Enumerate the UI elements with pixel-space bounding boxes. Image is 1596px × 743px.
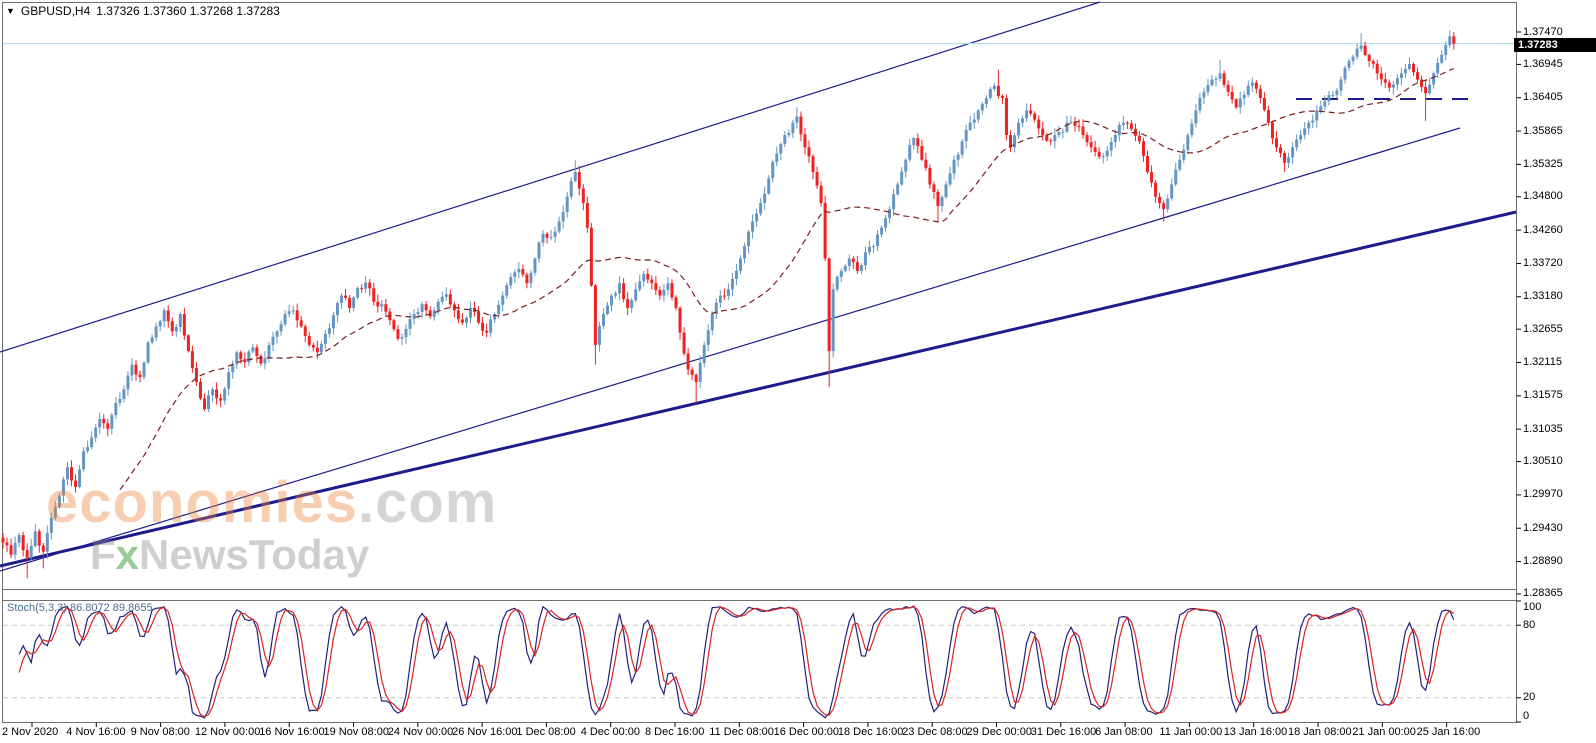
price-tick-label: 1.28890 [1523,555,1563,568]
current-price-tag: 1.37283 [1514,38,1596,52]
time-tick-label: 13 Jan 16:00 [1223,726,1288,738]
price-tick-label: 1.28365 [1523,587,1563,600]
symbol-dropdown-icon[interactable]: ▼ [6,6,15,16]
time-tick-label: 8 Dec 16:00 [645,726,705,738]
price-tick-label: 1.36945 [1523,57,1563,70]
price-tick-label: 1.35325 [1523,157,1563,170]
time-tick-label: 6 Jan 08:00 [1095,726,1153,738]
chart-title-bar: ▼ GBPUSD,H4 1.37326 1.37360 1.37268 1.37… [6,4,280,18]
time-tick-label: 18 Dec 16:00 [837,726,904,738]
stoch-tick-label: 100 [1523,600,1542,613]
price-tick-label: 1.34800 [1523,190,1563,203]
time-tick-label: 31 Dec 16:00 [1030,726,1097,738]
price-tick-label: 1.29970 [1523,488,1563,501]
price-tick-label: 1.33720 [1523,256,1563,269]
price-tick-label: 1.32655 [1523,322,1563,335]
time-tick-label: 25 Jan 16:00 [1416,726,1481,738]
stoch-tick-label: 80 [1523,618,1536,631]
stoch-indicator-label: Stoch(5,3,3) 86.8072 89.8655 [7,602,153,614]
panel-splitter[interactable] [0,590,1596,600]
time-tick-label: 9 Nov 08:00 [130,726,190,738]
time-tick-label: 26 Nov 16:00 [452,726,518,738]
price-tick-label: 1.35865 [1523,124,1563,137]
time-tick-label: 16 Dec 00:00 [773,726,840,738]
price-tick-label: 1.36405 [1523,91,1563,104]
time-tick-label: 1 Dec 08:00 [516,726,576,738]
price-tick-label: 1.31575 [1523,389,1563,402]
price-tick-label: 1.33180 [1523,290,1563,303]
time-tick-label: 12 Nov 00:00 [194,726,261,738]
price-tick-label: 1.29430 [1523,521,1563,534]
stoch-panel-area[interactable] [3,600,1516,723]
price-tick-label: 1.34260 [1523,223,1563,236]
price-tick-label: 1.30510 [1523,455,1563,468]
chart-symbol-title: GBPUSD,H4 [20,4,91,18]
time-tick-label: 24 Nov 00:00 [387,726,454,738]
time-tick-label: 23 Dec 08:00 [902,726,968,738]
price-tick-label: 1.32115 [1523,356,1562,368]
time-tick-label: 11 Dec 08:00 [709,726,774,738]
time-tick-label: 2 Nov 2020 [2,726,59,738]
main-chart-area[interactable] [3,2,1516,589]
time-tick-label: 11 Jan 00:00 [1159,726,1223,738]
time-tick-label: 4 Dec 00:00 [580,726,641,738]
price-tick-label: 1.37470 [1523,25,1563,38]
time-tick-label: 19 Nov 08:00 [323,726,389,738]
time-tick-label: 4 Nov 16:00 [66,726,126,738]
stoch-tick-label: 20 [1523,691,1536,704]
time-tick-label: 21 Jan 00:00 [1352,726,1416,738]
price-tick-label: 1.31035 [1523,422,1563,435]
stoch-tick-label: 0 [1523,709,1530,722]
time-tick-label: 16 Nov 16:00 [259,726,325,738]
chart-ohlc-values: 1.37326 1.37360 1.37268 1.37283 [96,4,280,18]
time-tick-label: 29 Dec 00:00 [966,726,1032,738]
time-tick-label: 18 Jan 08:00 [1288,726,1352,738]
